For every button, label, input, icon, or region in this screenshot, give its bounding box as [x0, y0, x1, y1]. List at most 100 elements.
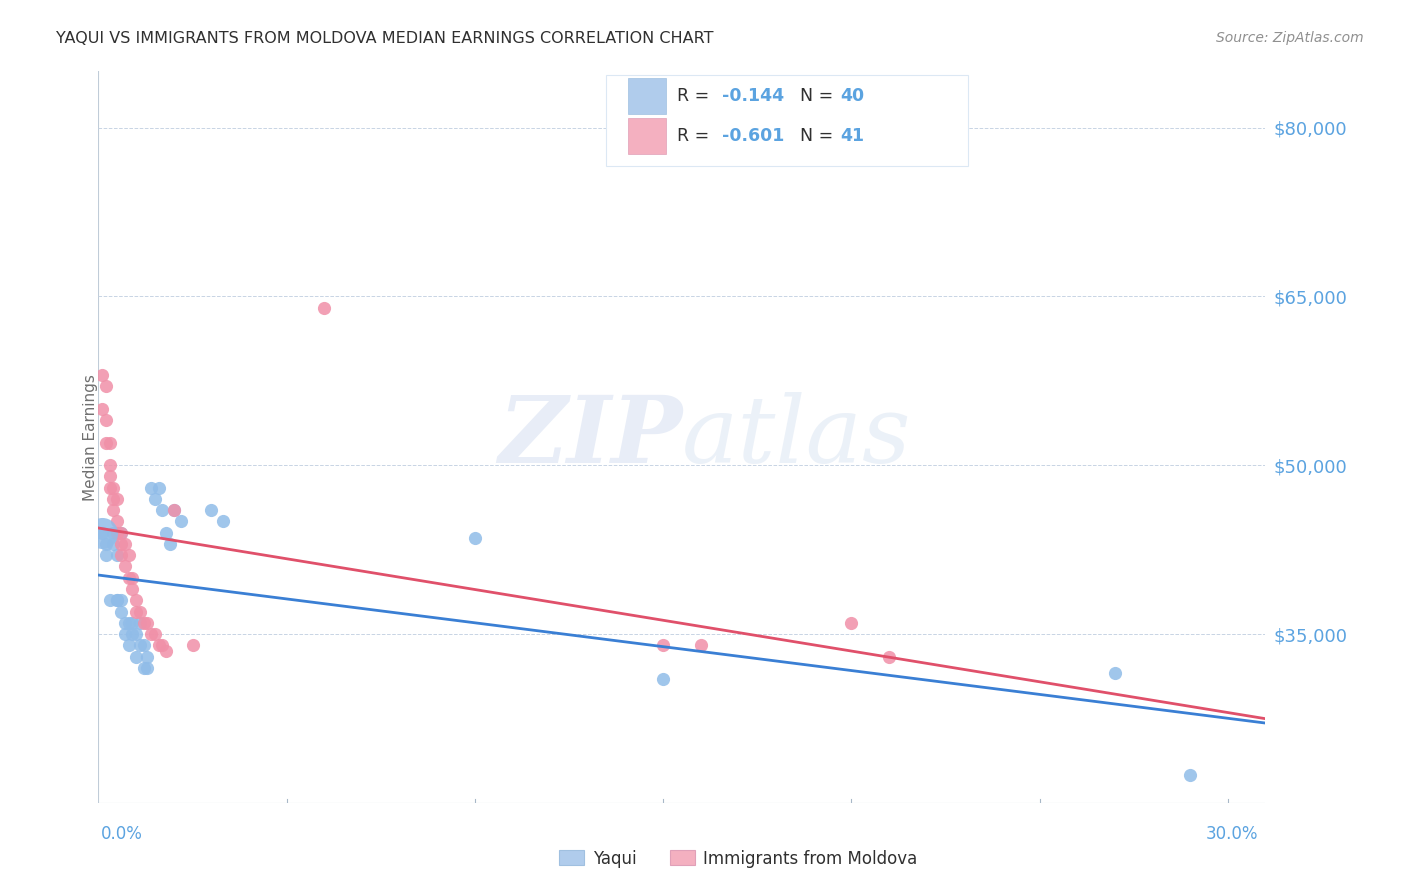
- Text: R =: R =: [678, 87, 716, 105]
- Point: [163, 503, 186, 517]
- Text: -0.144: -0.144: [721, 87, 783, 105]
- Point: [94, 379, 117, 393]
- Point: [117, 615, 139, 630]
- Point: [132, 615, 155, 630]
- Point: [103, 525, 125, 540]
- Text: 0.0%: 0.0%: [101, 825, 143, 843]
- Point: [105, 593, 128, 607]
- Point: [1178, 767, 1201, 781]
- Point: [314, 301, 336, 315]
- FancyBboxPatch shape: [628, 78, 665, 114]
- Point: [128, 638, 150, 652]
- FancyBboxPatch shape: [628, 119, 665, 154]
- Point: [110, 525, 132, 540]
- Point: [105, 593, 128, 607]
- Point: [94, 413, 117, 427]
- Point: [98, 469, 121, 483]
- Text: 30.0%: 30.0%: [1206, 825, 1258, 843]
- Point: [128, 605, 150, 619]
- Point: [155, 644, 177, 658]
- Point: [114, 615, 136, 630]
- Point: [105, 491, 128, 506]
- Point: [125, 605, 148, 619]
- Text: R =: R =: [678, 128, 716, 145]
- Point: [121, 615, 143, 630]
- Point: [181, 638, 204, 652]
- Point: [98, 458, 121, 473]
- Text: 41: 41: [841, 128, 865, 145]
- Point: [652, 672, 675, 686]
- Point: [200, 503, 222, 517]
- Text: ZIP: ZIP: [498, 392, 682, 482]
- Point: [114, 559, 136, 574]
- Point: [652, 638, 675, 652]
- Point: [125, 649, 148, 664]
- Point: [125, 593, 148, 607]
- Text: YAQUI VS IMMIGRANTS FROM MOLDOVA MEDIAN EARNINGS CORRELATION CHART: YAQUI VS IMMIGRANTS FROM MOLDOVA MEDIAN …: [56, 31, 714, 46]
- Point: [98, 435, 121, 450]
- Point: [110, 593, 132, 607]
- Point: [132, 638, 155, 652]
- Text: atlas: atlas: [682, 392, 911, 482]
- Text: 40: 40: [841, 87, 865, 105]
- Point: [94, 435, 117, 450]
- Point: [689, 638, 711, 652]
- Point: [155, 525, 177, 540]
- Point: [121, 627, 143, 641]
- Point: [114, 627, 136, 641]
- Point: [91, 368, 114, 383]
- Legend: Yaqui, Immigrants from Moldova: Yaqui, Immigrants from Moldova: [560, 849, 917, 868]
- Point: [105, 548, 128, 562]
- FancyBboxPatch shape: [606, 75, 967, 167]
- Point: [128, 615, 150, 630]
- Point: [117, 638, 139, 652]
- Point: [114, 537, 136, 551]
- Text: N =: N =: [800, 87, 838, 105]
- Point: [94, 537, 117, 551]
- Point: [877, 649, 900, 664]
- Point: [91, 525, 114, 540]
- Point: [163, 503, 186, 517]
- Point: [152, 503, 174, 517]
- Point: [211, 515, 233, 529]
- Point: [170, 515, 193, 529]
- Point: [117, 548, 139, 562]
- Point: [136, 661, 159, 675]
- Point: [103, 481, 125, 495]
- Point: [105, 515, 128, 529]
- Point: [91, 525, 114, 540]
- Y-axis label: Median Earnings: Median Earnings: [83, 374, 97, 500]
- Point: [148, 638, 170, 652]
- Point: [110, 525, 132, 540]
- Point: [143, 627, 166, 641]
- Text: -0.601: -0.601: [721, 128, 785, 145]
- Point: [136, 649, 159, 664]
- Point: [117, 571, 139, 585]
- Point: [121, 582, 143, 596]
- Point: [103, 491, 125, 506]
- Point: [152, 638, 174, 652]
- Point: [105, 525, 128, 540]
- Point: [98, 481, 121, 495]
- Point: [143, 491, 166, 506]
- Point: [136, 615, 159, 630]
- Text: N =: N =: [800, 128, 838, 145]
- Point: [125, 627, 148, 641]
- Point: [110, 537, 132, 551]
- Point: [839, 615, 862, 630]
- Point: [1104, 666, 1126, 681]
- Text: Source: ZipAtlas.com: Source: ZipAtlas.com: [1216, 31, 1364, 45]
- Point: [103, 503, 125, 517]
- Point: [132, 661, 155, 675]
- Point: [94, 548, 117, 562]
- Point: [103, 537, 125, 551]
- Point: [110, 548, 132, 562]
- Point: [110, 605, 132, 619]
- Point: [139, 627, 162, 641]
- Point: [98, 593, 121, 607]
- Point: [121, 571, 143, 585]
- Point: [159, 537, 181, 551]
- Point: [91, 401, 114, 416]
- Point: [139, 481, 162, 495]
- Point: [464, 532, 486, 546]
